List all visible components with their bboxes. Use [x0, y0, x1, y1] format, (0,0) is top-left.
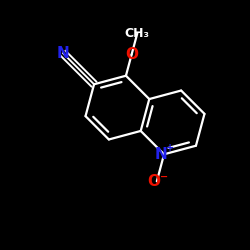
- Text: O: O: [147, 174, 160, 189]
- Text: N: N: [56, 46, 69, 61]
- Text: O: O: [125, 47, 138, 62]
- Text: N: N: [155, 147, 168, 162]
- Text: −: −: [160, 172, 168, 182]
- Text: +: +: [166, 143, 174, 153]
- Text: CH₃: CH₃: [125, 27, 150, 40]
